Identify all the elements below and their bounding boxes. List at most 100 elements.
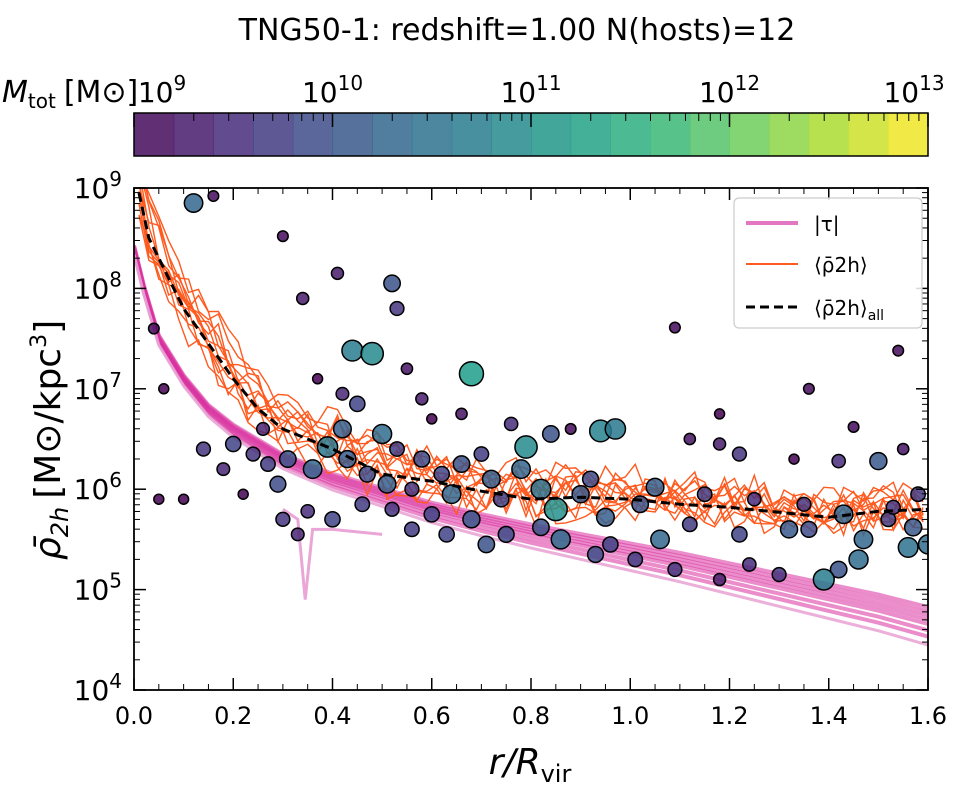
subhalo-point bbox=[300, 503, 316, 519]
y-tick-label: 108 bbox=[74, 267, 122, 305]
y-axis-label-main: ρ̄ bbox=[28, 535, 69, 560]
y-tick-label: 104 bbox=[74, 669, 122, 707]
subhalo-point bbox=[153, 493, 165, 505]
subhalo-point bbox=[667, 561, 683, 578]
subhalo-point bbox=[492, 490, 510, 508]
legend-box bbox=[733, 197, 923, 329]
x-tick-label: 1.4 bbox=[810, 702, 848, 730]
legend-all-label-main: ⟨ρ̄2h⟩ bbox=[814, 296, 868, 320]
subhalo-point bbox=[831, 453, 847, 469]
colorbar-bin bbox=[451, 113, 492, 156]
subhalo-point bbox=[245, 446, 261, 462]
subhalo-point bbox=[853, 529, 874, 550]
subhalo-point bbox=[324, 510, 341, 528]
colorbar-bin bbox=[808, 113, 850, 156]
y-axis-label-sub: 2h bbox=[46, 507, 74, 537]
subhalo-point bbox=[595, 507, 615, 527]
subhalo-point bbox=[800, 520, 818, 539]
subhalo-point bbox=[650, 529, 670, 550]
subhalo-point bbox=[404, 481, 420, 497]
colorbar-bin bbox=[411, 113, 453, 156]
subhalo-point bbox=[511, 459, 532, 480]
subhalo-point bbox=[377, 474, 397, 494]
colorbar-tick-label: 1013 bbox=[883, 71, 944, 109]
subhalo-point bbox=[441, 484, 462, 505]
subhalo-point bbox=[602, 536, 619, 553]
x-axis-label-main: r/R bbox=[489, 742, 541, 783]
subhalo-point bbox=[713, 408, 726, 420]
colorbar-tick-label: 1011 bbox=[500, 71, 561, 109]
colorbar-bin bbox=[332, 113, 373, 156]
subhalo-point bbox=[917, 534, 928, 555]
subhalo-point bbox=[543, 497, 568, 522]
subhalo-point bbox=[530, 478, 552, 500]
colorbar-tick-label: 1012 bbox=[699, 71, 760, 109]
y-tick-labels: 104 105 106 107 108 109 bbox=[74, 167, 122, 707]
chart-title: TNG50-1: redshift=1.00 N(hosts)=12 bbox=[238, 13, 796, 48]
colorbar-gradient bbox=[134, 113, 929, 156]
tau-line bbox=[134, 253, 928, 647]
subhalo-point bbox=[224, 435, 242, 453]
subhalo-point bbox=[896, 442, 910, 456]
subhalo-point bbox=[332, 419, 352, 439]
subhalo-point bbox=[384, 501, 400, 517]
x-tick-labels: 0.0 0.2 0.4 0.6 0.8 1.0 1.2 1.4 1.6 bbox=[115, 702, 947, 730]
subhalo-point bbox=[746, 491, 762, 507]
subhalo-point bbox=[892, 344, 905, 357]
subhalo-point bbox=[645, 477, 665, 497]
subhalo-point bbox=[497, 525, 515, 544]
subhalo-point bbox=[550, 529, 572, 550]
subhalo-point bbox=[278, 450, 297, 469]
subhalo-point bbox=[158, 383, 170, 395]
subhalo-point bbox=[564, 422, 577, 436]
subhalo-point bbox=[275, 511, 291, 527]
subhalo-point bbox=[255, 421, 271, 437]
subhalo-point bbox=[604, 418, 627, 440]
y-axis-label-unit: [M⊙/kpc bbox=[28, 348, 69, 499]
y-axis-label-sup: 3 bbox=[27, 334, 52, 348]
subhalo-point bbox=[712, 437, 727, 451]
subhalo-point bbox=[586, 545, 605, 564]
host-mean-line bbox=[138, 215, 924, 537]
x-tick-label: 1.6 bbox=[909, 702, 947, 730]
subhalo-point bbox=[438, 526, 455, 543]
subhalo-point bbox=[383, 274, 401, 293]
subhalo-point bbox=[260, 456, 276, 473]
colorbar-bin bbox=[213, 113, 254, 156]
subhalo-point bbox=[360, 341, 385, 366]
host-mean-line bbox=[145, 188, 924, 512]
subhalo-point bbox=[869, 451, 888, 471]
x-tick-label: 0.4 bbox=[313, 702, 351, 730]
colorbar-bin bbox=[650, 113, 691, 156]
subhalo-point bbox=[302, 459, 323, 480]
subhalo-point bbox=[531, 518, 550, 537]
colorbar-tick-labels: 109 1010 1011 1012 1013 bbox=[138, 71, 945, 109]
x-tick-label: 0.0 bbox=[115, 702, 153, 730]
y-tick-label: 107 bbox=[74, 368, 122, 406]
subhalo-point bbox=[581, 470, 600, 488]
subhalo-point bbox=[413, 450, 431, 468]
legend-all-label-sub: all bbox=[868, 308, 884, 324]
subhalo-point bbox=[503, 416, 519, 432]
subhalo-point bbox=[829, 560, 848, 579]
subhalo-point bbox=[796, 496, 812, 512]
legend-tau-label: |τ| bbox=[814, 212, 840, 236]
subhalo-point bbox=[452, 455, 471, 474]
y-tick-label: 109 bbox=[74, 167, 122, 205]
subhalo-point bbox=[812, 568, 835, 591]
x-tick-label: 0.6 bbox=[413, 702, 451, 730]
y-axis-label-close: ] bbox=[28, 320, 69, 334]
subhalo-point bbox=[771, 566, 787, 583]
subhalo-point bbox=[348, 395, 366, 413]
x-axis-label: r/Rvir bbox=[489, 742, 572, 788]
subhalo-point bbox=[207, 189, 220, 203]
subhalo-point bbox=[216, 462, 231, 477]
subhalo-point bbox=[237, 488, 249, 500]
subhalo-point bbox=[455, 407, 468, 421]
subhalo-point bbox=[276, 230, 289, 243]
subhalo-point bbox=[481, 469, 501, 489]
subhalo-point bbox=[897, 536, 919, 558]
colorbar-label-main: M bbox=[2, 75, 28, 110]
tau-line bbox=[282, 508, 383, 600]
subhalo-point bbox=[473, 446, 490, 463]
